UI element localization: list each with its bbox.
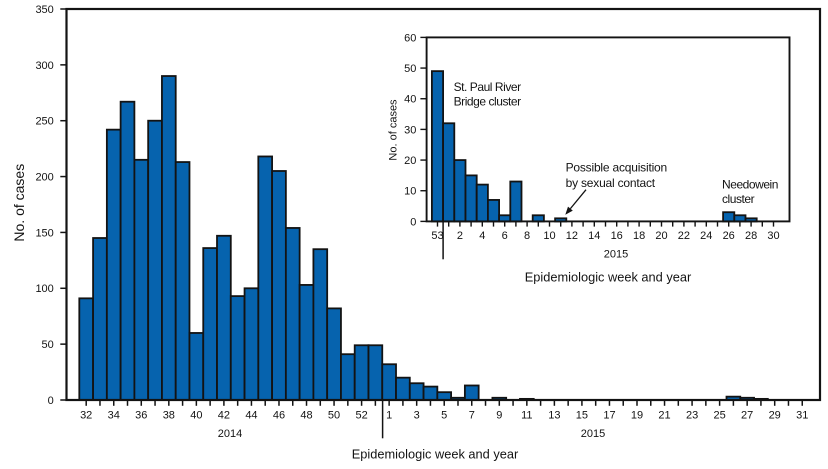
svg-text:17: 17 [603, 409, 615, 421]
svg-text:46: 46 [273, 409, 285, 421]
svg-text:No. of cases: No. of cases [387, 99, 399, 161]
svg-text:0: 0 [48, 395, 54, 407]
svg-text:21: 21 [658, 409, 670, 421]
svg-text:2014: 2014 [218, 428, 242, 440]
svg-text:1: 1 [386, 409, 392, 421]
svg-text:20: 20 [404, 155, 416, 167]
svg-text:26: 26 [723, 230, 735, 242]
svg-text:32: 32 [80, 409, 92, 421]
svg-text:3: 3 [414, 409, 420, 421]
svg-text:cluster: cluster [722, 192, 755, 206]
svg-text:16: 16 [611, 230, 623, 242]
svg-text:30: 30 [404, 124, 416, 136]
svg-text:300: 300 [35, 60, 53, 72]
svg-text:12: 12 [566, 230, 578, 242]
svg-text:200: 200 [35, 171, 53, 183]
svg-text:14: 14 [588, 230, 600, 242]
svg-text:5: 5 [441, 409, 447, 421]
svg-text:25: 25 [713, 409, 725, 421]
svg-text:7: 7 [469, 409, 475, 421]
svg-text:50: 50 [42, 339, 54, 351]
svg-text:Bridge cluster: Bridge cluster [454, 95, 522, 109]
svg-text:42: 42 [218, 409, 230, 421]
svg-text:18: 18 [633, 230, 645, 242]
svg-text:Epidemiologic week and year: Epidemiologic week and year [352, 447, 519, 462]
svg-text:by sexual contact: by sexual contact [566, 176, 656, 190]
svg-text:2: 2 [457, 230, 463, 242]
svg-text:250: 250 [35, 116, 53, 128]
svg-text:15: 15 [576, 409, 588, 421]
svg-text:22: 22 [678, 230, 690, 242]
svg-text:2015: 2015 [604, 248, 628, 260]
svg-text:4: 4 [479, 230, 485, 242]
svg-text:36: 36 [135, 409, 147, 421]
svg-text:50: 50 [404, 63, 416, 75]
svg-text:0: 0 [410, 216, 416, 228]
svg-text:10: 10 [404, 186, 416, 198]
svg-text:Needowein: Needowein [722, 178, 778, 192]
svg-text:40: 40 [190, 409, 202, 421]
svg-text:10: 10 [543, 230, 555, 242]
svg-text:20: 20 [655, 230, 667, 242]
svg-text:8: 8 [524, 230, 530, 242]
svg-text:52: 52 [355, 409, 367, 421]
svg-text:38: 38 [163, 409, 175, 421]
svg-text:23: 23 [686, 409, 698, 421]
svg-text:6: 6 [502, 230, 508, 242]
svg-text:9: 9 [496, 409, 502, 421]
svg-text:28: 28 [745, 230, 757, 242]
svg-text:30: 30 [767, 230, 779, 242]
svg-text:13: 13 [548, 409, 560, 421]
svg-text:Possible acquisition: Possible acquisition [566, 160, 667, 174]
svg-text:60: 60 [404, 32, 416, 44]
svg-text:44: 44 [245, 409, 257, 421]
svg-text:40: 40 [404, 94, 416, 106]
svg-text:No. of cases: No. of cases [11, 164, 27, 242]
svg-text:24: 24 [700, 230, 712, 242]
svg-text:34: 34 [108, 409, 120, 421]
svg-text:27: 27 [741, 409, 753, 421]
svg-text:St. Paul River: St. Paul River [454, 80, 522, 94]
svg-text:350: 350 [35, 4, 53, 16]
svg-text:50: 50 [328, 409, 340, 421]
svg-text:31: 31 [796, 409, 808, 421]
svg-text:19: 19 [631, 409, 643, 421]
svg-text:11: 11 [521, 409, 532, 421]
svg-text:100: 100 [35, 283, 53, 295]
svg-text:150: 150 [35, 227, 53, 239]
svg-text:2015: 2015 [581, 428, 605, 440]
svg-text:53: 53 [431, 230, 443, 242]
svg-text:Epidemiologic week and year: Epidemiologic week and year [525, 270, 692, 285]
svg-text:48: 48 [300, 409, 312, 421]
svg-text:29: 29 [769, 409, 781, 421]
